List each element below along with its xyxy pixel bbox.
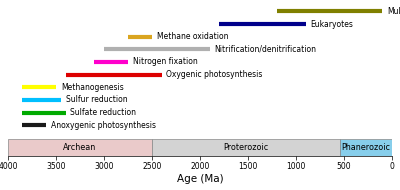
Text: Methane oxidation: Methane oxidation [157,32,228,41]
Text: Eukaryotes: Eukaryotes [310,20,353,28]
Text: Methanogenesis: Methanogenesis [61,83,124,92]
Text: Nitrogen fixation: Nitrogen fixation [133,57,198,66]
Text: Nitrification/denitrification: Nitrification/denitrification [214,45,316,54]
Bar [152,139,340,156]
Text: Multicellularity: Multicellularity [387,7,400,16]
Text: Archean: Archean [63,143,97,152]
X-axis label: Age (Ma): Age (Ma) [177,174,223,184]
Text: Sulfur reduction: Sulfur reduction [66,95,127,104]
Text: Oxygenic photosynthesis: Oxygenic photosynthesis [166,70,263,79]
Text: Phanerozoic: Phanerozoic [342,143,390,152]
Text: Proterozoic: Proterozoic [224,143,269,152]
Text: Anoxygenic photosynthesis: Anoxygenic photosynthesis [51,121,156,130]
Bar [8,139,152,156]
Bar [340,139,392,156]
Text: Sulfate reduction: Sulfate reduction [70,108,136,117]
